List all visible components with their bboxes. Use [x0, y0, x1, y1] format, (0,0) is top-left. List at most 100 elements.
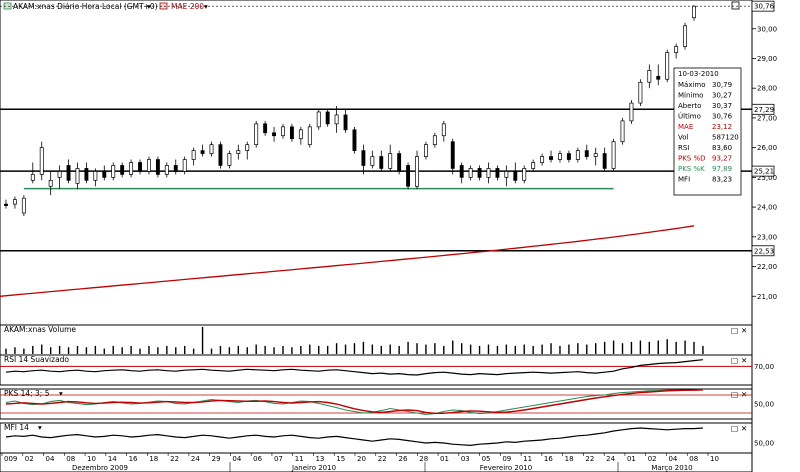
x-tick-label: 24: [606, 455, 615, 463]
pks-dropdown-icon[interactable]: ▾: [59, 389, 63, 398]
candle-body: [647, 70, 652, 83]
symbol-dropdown-icon[interactable]: ▾: [147, 2, 151, 11]
info-row-label: Vol: [678, 134, 689, 142]
rsi-line: [5, 359, 703, 376]
info-row-label: PKS %K: [678, 165, 705, 173]
x-tick-label: 08: [689, 455, 698, 463]
x-tick-label: 02: [648, 455, 657, 463]
candle-body: [30, 174, 35, 181]
info-row-value: 30,37: [712, 102, 732, 110]
x-tick-label: 10: [87, 455, 96, 463]
candle-body: [281, 126, 285, 137]
x-tick-label: 02: [25, 455, 34, 463]
candle-body: [370, 156, 375, 166]
pks-minimize-button[interactable]: □: [731, 390, 738, 399]
candle-body: [504, 171, 509, 178]
candle-body: [120, 165, 125, 175]
candle-body: [334, 114, 339, 125]
rsi-minimize-button[interactable]: □: [731, 356, 738, 365]
mae-dropdown-icon[interactable]: ▾: [204, 2, 208, 11]
candle-body: [129, 162, 134, 175]
rsi-close-button[interactable]: ✕: [741, 356, 747, 365]
candle-body: [388, 153, 393, 169]
candle-body: [66, 165, 71, 181]
candle-body: [692, 5, 696, 19]
info-date: 10-03-2010: [678, 70, 719, 78]
x-tick-label: 18: [149, 455, 158, 463]
candle-body: [218, 144, 223, 166]
pks-close-button[interactable]: ✕: [741, 390, 747, 399]
candle-body: [540, 156, 545, 163]
candle-body: [459, 165, 464, 178]
candle-body: [75, 168, 80, 184]
pks-label: PKS 14; 3; 5: [4, 389, 50, 398]
candle-body: [191, 150, 196, 160]
candle-body: [620, 120, 625, 143]
info-row-value: 30,79: [712, 81, 732, 89]
volume-close-button[interactable]: ✕: [741, 326, 747, 335]
candle-body: [450, 141, 455, 169]
x-tick-label: 03: [461, 455, 470, 463]
mfi-close-button[interactable]: ✕: [741, 424, 747, 433]
candle-body: [93, 171, 98, 181]
info-row-label: MAE: [678, 123, 693, 131]
candle-body: [164, 165, 169, 175]
mfi-minimize-button[interactable]: □: [731, 424, 738, 433]
candle-body: [200, 150, 205, 154]
candle-body: [111, 165, 116, 178]
y-tick-label: 22,00: [757, 263, 777, 271]
info-row-value: 97,89: [712, 165, 732, 173]
info-row-label: MFI: [678, 176, 690, 184]
candle-body: [4, 203, 8, 206]
price-y-axis: 30,00 29,00 28,00 27,00 26,00 25,00 24,00 23,00…: [751, 0, 777, 301]
candle-body: [263, 123, 268, 134]
maximize-panel-button[interactable]: [731, 1, 740, 10]
candle-body: [638, 81, 643, 104]
candle-body: [495, 168, 500, 178]
candle-body: [513, 171, 518, 181]
x-axis: 009 02 04 08 10 14 16 18 22 24 29 04 06 07 11 13 15 20 22 2…: [0, 453, 719, 472]
level-label: 30,76: [754, 3, 775, 11]
info-row-label: Mínimo: [678, 92, 703, 100]
info-row-value: 23,12: [712, 123, 732, 131]
x-tick-label: 16: [129, 455, 138, 463]
candle-body: [245, 144, 250, 151]
candle-body: [352, 129, 357, 151]
level-label: 22,53: [754, 247, 774, 255]
candle-body: [307, 126, 312, 146]
mfi-tick-label: 50,00: [754, 440, 774, 448]
y-tick-label: 29,00: [757, 55, 777, 63]
x-tick-label: 28: [419, 455, 428, 463]
candle-body: [406, 165, 411, 187]
mfi-group: 50,00: [5, 427, 774, 448]
x-tick-label: 13: [315, 455, 324, 463]
level-label-box: [751, 165, 775, 177]
candle-body: [361, 150, 366, 166]
level-label: 27,29: [754, 106, 774, 114]
candle-body: [531, 162, 536, 169]
x-tick-label: 22: [170, 455, 179, 463]
candle-body: [468, 168, 473, 178]
candle-body: [558, 153, 562, 160]
candle-body: [584, 150, 589, 157]
y-tick-label: 26,00: [757, 144, 777, 152]
info-row-value: 30,76: [712, 113, 733, 121]
pks-panel: [0, 388, 753, 420]
candle-body: [102, 171, 107, 178]
candle-body: [147, 159, 151, 172]
candle-body: [415, 156, 419, 187]
y-tick-label: 27,00: [757, 114, 777, 122]
candle-body: [343, 114, 348, 131]
candle-body: [441, 123, 446, 137]
candle-body: [289, 126, 294, 140]
volume-minimize-button[interactable]: □: [731, 326, 738, 335]
month-label: Fevereiro 2010: [480, 464, 532, 472]
x-tick-label: 16: [544, 455, 553, 463]
price-panel: [0, 0, 753, 326]
info-row-value: 30,27: [712, 92, 732, 100]
mfi-dropdown-icon[interactable]: ▾: [38, 423, 42, 432]
candle-body: [173, 165, 178, 172]
volume-panel: [0, 324, 753, 356]
info-row-label: PKS %D: [678, 155, 706, 163]
level-lines: [0, 5, 752, 252]
